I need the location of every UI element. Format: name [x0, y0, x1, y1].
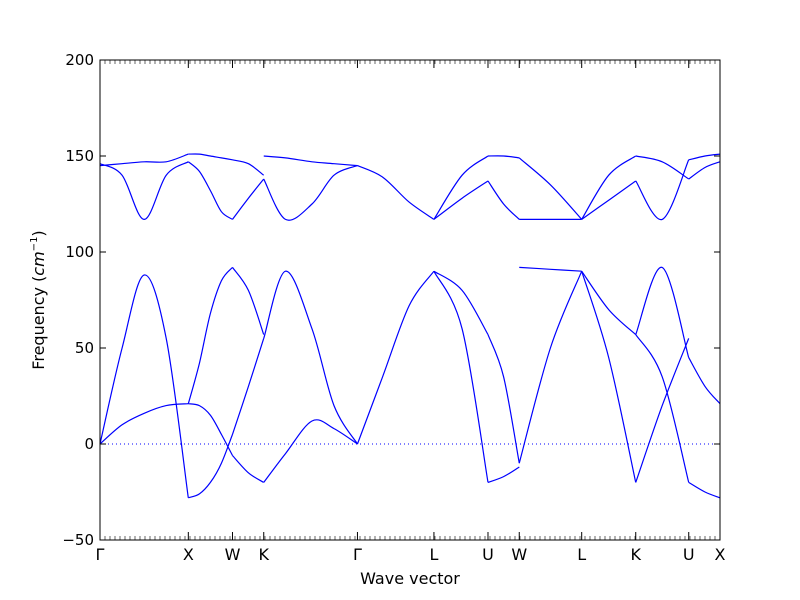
y-tick-label: 50 — [75, 339, 94, 357]
band-segment-22 — [433, 270, 489, 335]
y-tick-label: 0 — [84, 435, 94, 453]
y-axis-ticks: −50 0 50 100 150 200 — [62, 51, 720, 549]
band-segment-0 — [99, 161, 189, 221]
x-tick-label-8: L — [577, 545, 586, 564]
band-segment-34 — [581, 270, 637, 336]
y-tick-label: −50 — [62, 531, 94, 549]
y-axis-label-paren-open: ( — [29, 276, 48, 287]
x-tick-label-2: W — [225, 545, 241, 564]
band-segment-4 — [187, 161, 233, 220]
x-tick-label-4: Γ — [353, 545, 362, 564]
band-segment-12 — [232, 455, 265, 483]
band-segment-13 — [231, 338, 265, 435]
band-segment-40 — [635, 334, 690, 483]
x-tick-label-6: U — [482, 545, 494, 564]
band-segment-39 — [635, 338, 690, 483]
y-axis-label-unit: cm — [29, 251, 48, 275]
band-segment-17 — [263, 419, 358, 483]
x-tick-label-3: K — [258, 545, 269, 564]
band-segment-44 — [688, 481, 721, 499]
x-tick-label-1: X — [183, 545, 194, 564]
y-axis-label-paren-close: ) — [29, 230, 48, 236]
band-segment-37 — [635, 159, 690, 221]
x-tick-label-0: Γ — [96, 545, 105, 564]
x-tick-label-5: L — [429, 545, 438, 564]
band-segment-21 — [433, 155, 489, 220]
band-segment-33 — [581, 180, 637, 220]
band-segment-16 — [263, 270, 359, 445]
band-segment-15 — [263, 165, 358, 221]
band-segment-20 — [433, 180, 489, 220]
y-tick-label: 100 — [65, 243, 94, 261]
minor-ticks — [99, 60, 721, 540]
band-segment-6 — [187, 266, 233, 404]
band-segment-41 — [688, 161, 721, 180]
band-lines — [99, 153, 721, 499]
band-segment-9 — [231, 178, 265, 220]
x-tick-label-7: W — [511, 545, 527, 564]
band-segment-36 — [635, 155, 690, 180]
band-segment-2 — [99, 403, 189, 445]
band-segment-19 — [356, 270, 435, 445]
band-segment-3 — [99, 274, 189, 498]
band-segment-42 — [688, 153, 721, 161]
band-segment-43 — [688, 357, 721, 405]
band-segment-28 — [518, 157, 583, 220]
band-segment-1 — [99, 153, 189, 167]
band-segment-38 — [635, 266, 690, 358]
y-tick-label: 150 — [65, 147, 94, 165]
band-segment-31 — [518, 270, 583, 464]
y-axis-label-unit-exp: −1 — [29, 237, 40, 252]
band-segment-18 — [357, 165, 435, 220]
band-segment-35 — [581, 271, 637, 483]
band-segment-27 — [487, 466, 520, 483]
band-segment-24 — [487, 155, 520, 159]
x-tick-label-9: K — [630, 545, 641, 564]
y-axis-label-text: Frequency — [29, 287, 48, 370]
band-segment-10 — [232, 159, 265, 176]
band-segment-25 — [487, 180, 520, 220]
x-tick-label-11: X — [715, 545, 726, 564]
y-tick-label: 200 — [65, 51, 94, 69]
band-segment-7 — [188, 403, 234, 456]
band-segment-5 — [188, 153, 233, 161]
x-tick-label-10: U — [683, 545, 695, 564]
band-segment-26 — [487, 334, 520, 464]
band-segment-23 — [433, 270, 489, 483]
plot-frame — [99, 59, 721, 541]
band-segment-11 — [231, 267, 265, 335]
band-segment-30 — [519, 266, 582, 272]
band-segment-8 — [188, 434, 234, 499]
band-segment-14 — [263, 155, 358, 167]
band-segment-32 — [581, 155, 637, 220]
y-axis-label: Frequency (cm−1) — [29, 230, 48, 369]
x-axis-label: Wave vector — [360, 569, 460, 588]
